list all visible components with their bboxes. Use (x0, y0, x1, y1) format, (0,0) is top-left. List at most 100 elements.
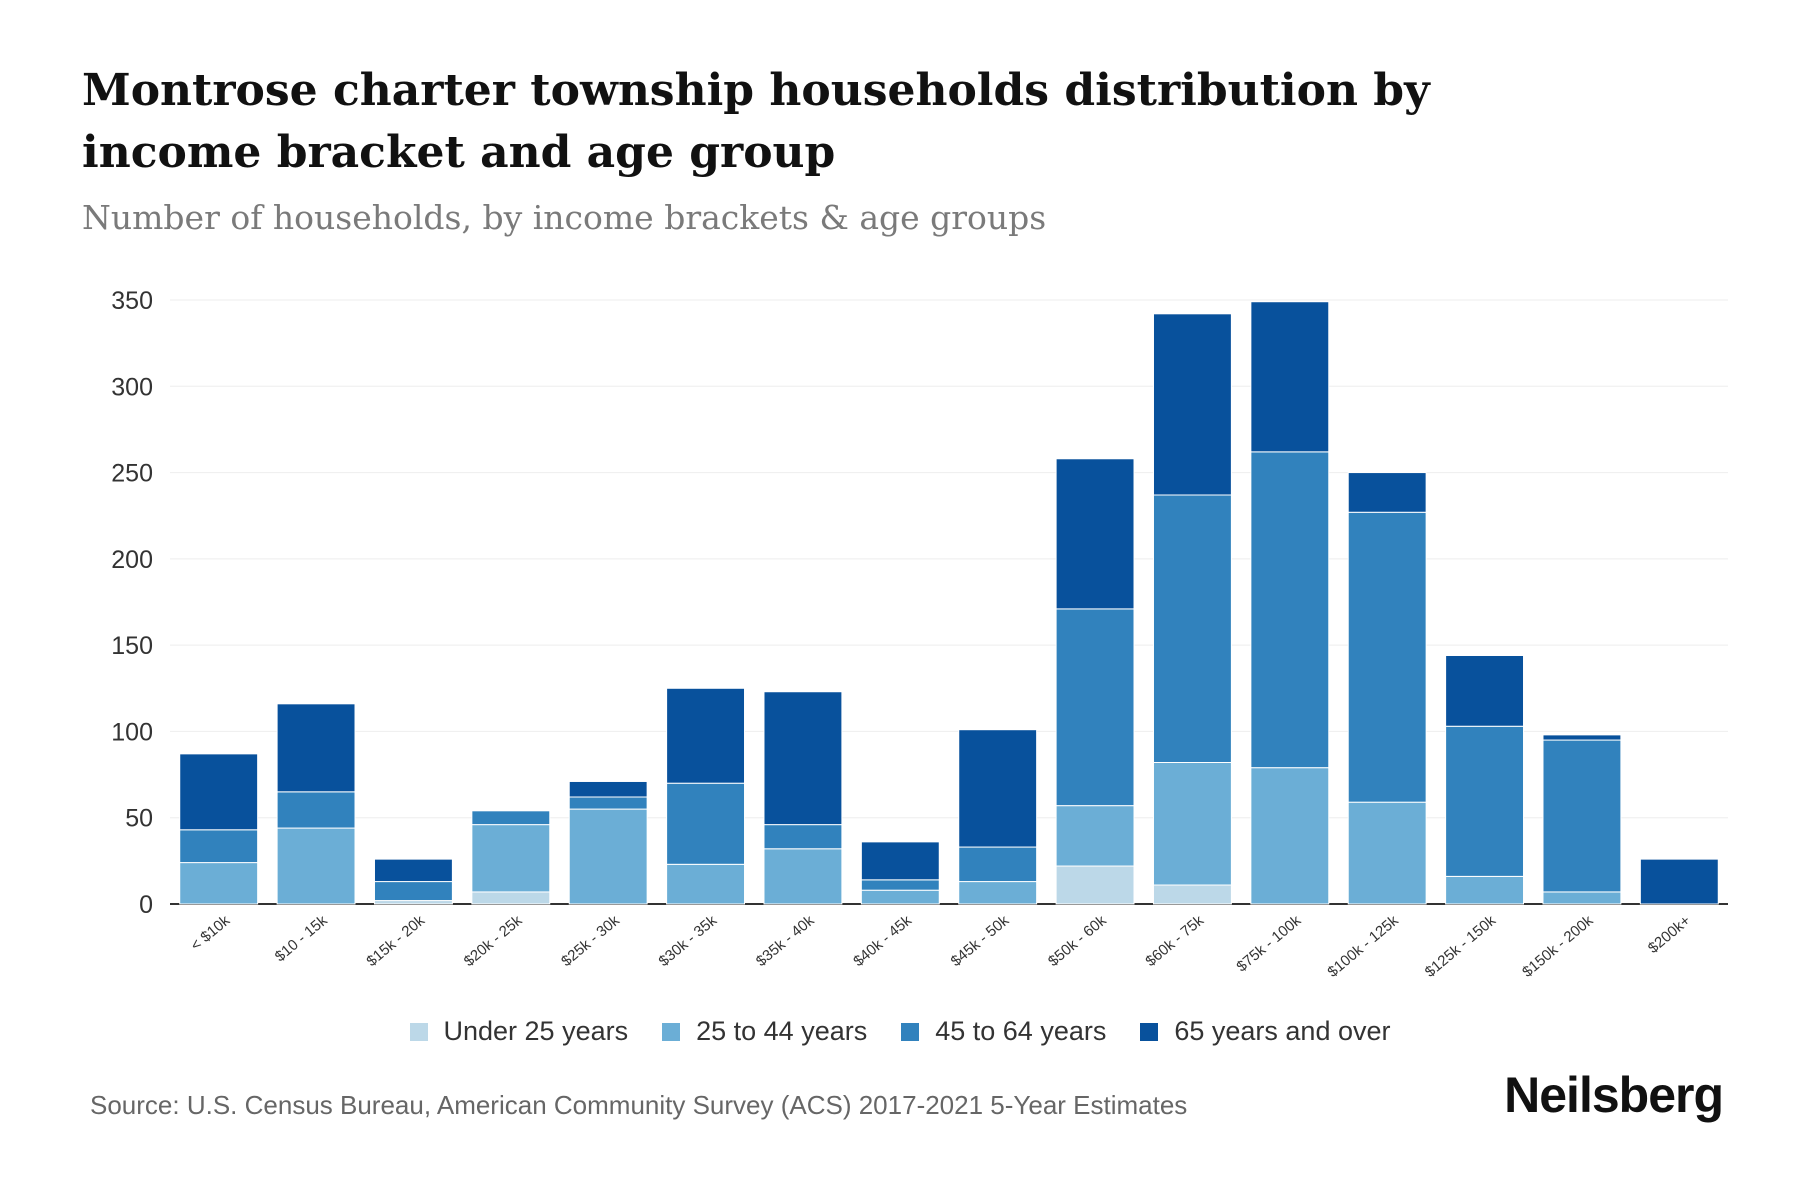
bar-stack (179, 753, 259, 905)
y-axis-ticks: 0 50 100 150 200 250 300 350 (111, 287, 153, 919)
chart-legend: Under 25 years 25 to 44 years 45 to 64 yea… (0, 1016, 1800, 1047)
bar-segment (1250, 301, 1330, 453)
bar-segment (958, 881, 1038, 905)
bar-stack (373, 858, 453, 905)
bar-segment (666, 782, 746, 865)
bar-segment (1347, 801, 1427, 905)
x-tick-label: $25k - 30k (558, 912, 623, 970)
bar-stack (666, 687, 746, 905)
x-tick-label: $75k - 100k (1233, 912, 1304, 976)
bar-segment (1055, 608, 1135, 807)
bar-stack (958, 729, 1038, 905)
legend-swatch (662, 1022, 681, 1041)
y-tick-label: 150 (111, 632, 153, 660)
y-tick-label: 200 (111, 546, 153, 574)
bar-segment (860, 879, 940, 891)
bar-segment (568, 808, 648, 905)
x-tick-label: $50k - 60k (1045, 912, 1110, 970)
bar-stack (1542, 734, 1622, 905)
bar-segment (1250, 767, 1330, 905)
legend-item: 25 to 44 years (662, 1016, 867, 1047)
bar-stack (1250, 301, 1330, 905)
legend-label: 65 years and over (1174, 1016, 1391, 1046)
bar-segment (1542, 739, 1622, 893)
bar-segment (471, 810, 551, 826)
y-tick-label: 300 (111, 373, 153, 401)
x-tick-label: $40k - 45k (850, 912, 915, 970)
bar-segment (958, 729, 1038, 848)
x-tick-label: $60k - 75k (1142, 912, 1207, 970)
y-tick-label: 250 (111, 460, 153, 488)
y-tick-label: 350 (111, 287, 153, 315)
stacked-bar-chart: 0 50 100 150 200 250 300 350 < $10k $10 - 15k $15… (111, 287, 1728, 981)
legend-label: 45 to 64 years (935, 1016, 1107, 1046)
bar-segment (666, 863, 746, 905)
bar-segment (1347, 511, 1427, 803)
bar-segment (568, 796, 648, 810)
legend-item: 45 to 64 years (901, 1016, 1106, 1047)
bar-stack (471, 810, 551, 905)
bar-segment (276, 827, 356, 905)
x-tick-label: $100k - 125k (1324, 912, 1402, 981)
bar-segment (1250, 451, 1330, 769)
x-tick-label: $150k - 200k (1519, 912, 1597, 981)
x-axis-ticks: < $10k $10 - 15k $15k - 20k $20k - 25k $25k … (188, 912, 1695, 981)
bar-segment (1445, 725, 1525, 877)
y-tick-label: 0 (139, 891, 153, 919)
y-tick-label: 100 (111, 718, 153, 746)
legend-swatch (409, 1022, 428, 1041)
bar-segment (1347, 472, 1427, 513)
bar-segment (1152, 884, 1232, 905)
brand-logo: Neilsberg (1504, 1067, 1724, 1123)
bar-segment (1542, 891, 1622, 905)
bar-stack (1055, 458, 1135, 905)
legend-label: 25 to 44 years (696, 1016, 868, 1046)
legend-item: 65 years and over (1140, 1016, 1391, 1047)
bar-segment (179, 829, 259, 864)
bar-stack (1347, 472, 1427, 905)
bar-segment (1152, 494, 1232, 763)
bars (179, 301, 1719, 905)
bar-segment (471, 891, 551, 905)
bar-segment (276, 791, 356, 829)
chart-title: Montrose charter township households dis… (82, 65, 1430, 178)
bar-segment (1445, 654, 1525, 727)
bar-segment (373, 900, 453, 905)
bar-segment (179, 862, 259, 905)
legend-swatch (1140, 1022, 1159, 1041)
bar-segment (471, 824, 551, 893)
bar-segment (763, 848, 843, 905)
legend-label: Under 25 years (443, 1016, 629, 1046)
bar-stack (763, 691, 843, 905)
bar-segment (860, 889, 940, 905)
x-tick-label: $15k - 20k (363, 912, 428, 970)
x-tick-label: $45k - 50k (948, 912, 1013, 970)
x-tick-label: $20k - 25k (461, 912, 526, 970)
x-tick-label: $35k - 40k (753, 912, 818, 970)
bar-segment (276, 703, 356, 793)
bar-segment (1152, 313, 1232, 496)
bar-segment (666, 687, 746, 784)
bar-segment (373, 858, 453, 883)
bar-segment (1055, 805, 1135, 867)
bar-segment (1055, 865, 1135, 905)
bar-segment (1055, 458, 1135, 610)
bar-stack (568, 780, 648, 905)
bar-segment (763, 824, 843, 850)
bar-stack (1152, 313, 1232, 905)
bar-segment (179, 753, 259, 831)
bar-stack (1639, 858, 1719, 905)
chart-subtitle: Number of households, by income brackets… (82, 198, 1047, 237)
bar-segment (763, 691, 843, 826)
x-tick-label: $125k - 150k (1422, 912, 1500, 981)
legend-item: Under 25 years (409, 1016, 629, 1047)
x-tick-label: $30k - 35k (656, 912, 721, 970)
y-tick-label: 50 (125, 805, 153, 833)
bar-stack (860, 841, 940, 905)
bar-stack (276, 703, 356, 905)
bar-segment (1542, 734, 1622, 741)
bar-segment (1152, 761, 1232, 886)
bar-segment (1639, 858, 1719, 905)
bar-segment (1445, 875, 1525, 905)
bar-segment (568, 780, 648, 798)
